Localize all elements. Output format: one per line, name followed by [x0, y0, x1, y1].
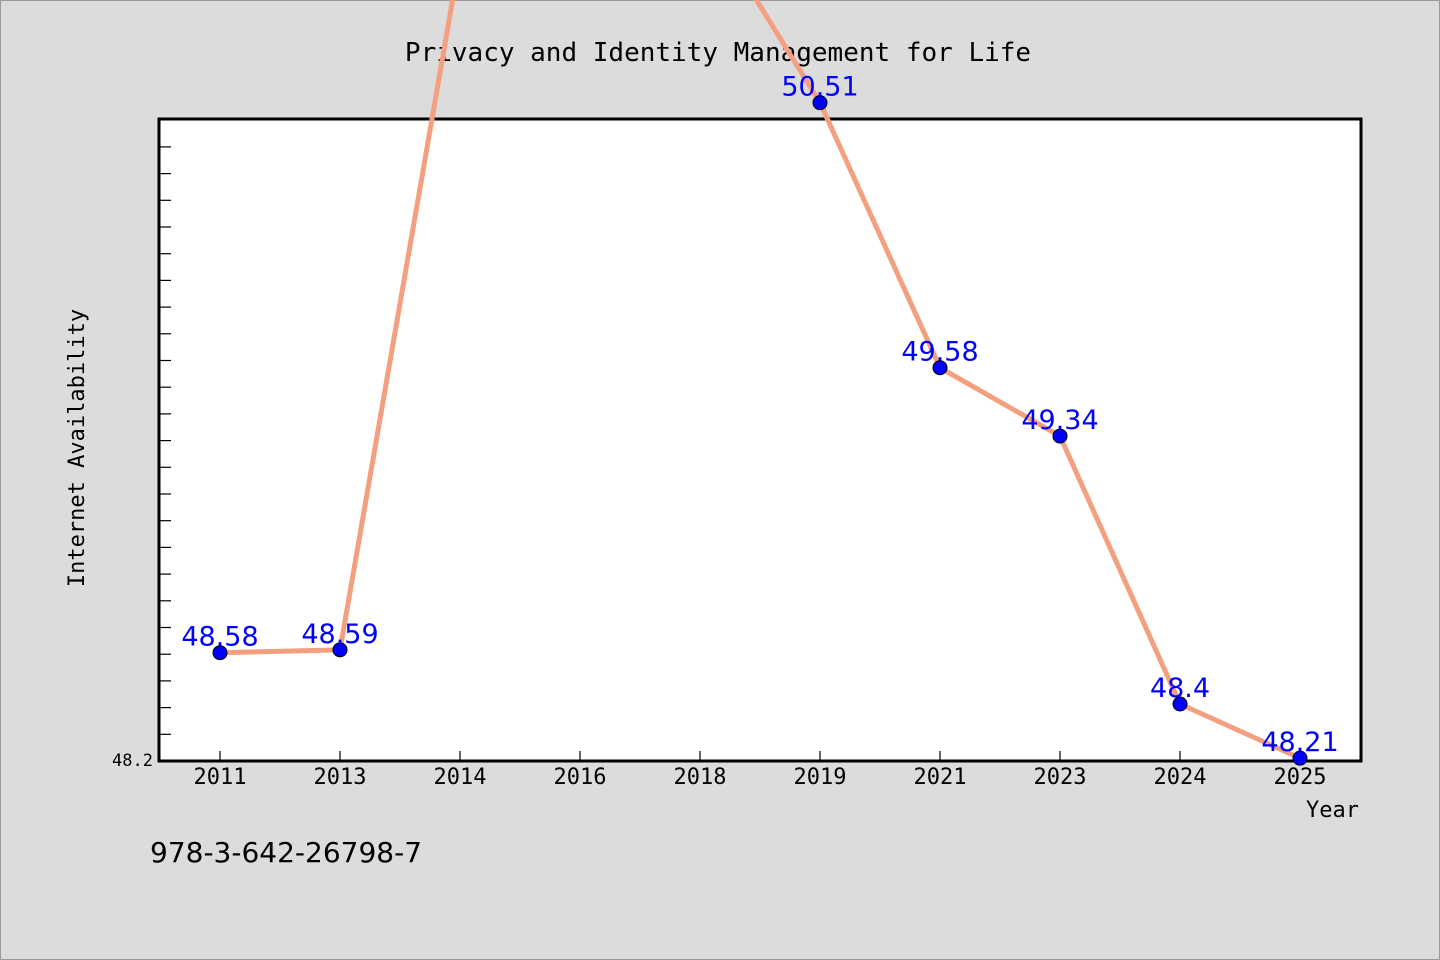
x-tick-label: 2025: [1274, 765, 1327, 790]
data-label: 48.4: [1150, 673, 1210, 704]
chart-title: Privacy and Identity Management for Life: [405, 38, 1031, 68]
plot-area: [157, 117, 1363, 763]
x-tick-label: 2019: [794, 765, 847, 790]
data-label: 49.58: [901, 337, 978, 368]
x-tick-label: 2016: [554, 765, 607, 790]
footer-isbn: 978-3-642-26798-7: [150, 836, 422, 869]
x-tick-label: 2024: [1154, 765, 1207, 790]
y-axis-min-label: 48.2: [112, 751, 153, 771]
x-tick-label: 2011: [194, 765, 247, 790]
data-label: 48.58: [181, 622, 258, 653]
data-point: [1052, 428, 1068, 444]
x-tick-label: 2014: [434, 765, 487, 790]
data-label: 49.34: [1021, 405, 1098, 436]
y-axis-title: Internet Availability: [65, 309, 90, 587]
x-tick-label: 2021: [914, 765, 967, 790]
x-tick-label: 2013: [314, 765, 367, 790]
data-point: [1172, 696, 1188, 712]
y-axis-ticks: [159, 146, 171, 735]
data-point: [1292, 750, 1308, 766]
data-point: [212, 645, 228, 661]
data-labels: 48.5848.5951.0252.4851.1950.5149.5849.34…: [181, 72, 1338, 759]
data-point: [932, 360, 948, 376]
x-tick-labels: 2011 2013 2014 2016 2018 2019 2021 2023 2024 2025: [194, 765, 1327, 790]
series-line: [217, 0, 1303, 761]
data-label: 48.21: [1261, 727, 1338, 758]
data-point: [332, 642, 348, 658]
x-tick-label: 2018: [674, 765, 727, 790]
data-label: 50.51: [781, 72, 858, 103]
series-markers: [212, 95, 1308, 766]
data-point: [812, 95, 828, 111]
data-label: 48.59: [301, 619, 378, 650]
x-tick-label: 2023: [1034, 765, 1087, 790]
x-axis-title: Year: [1306, 798, 1359, 823]
